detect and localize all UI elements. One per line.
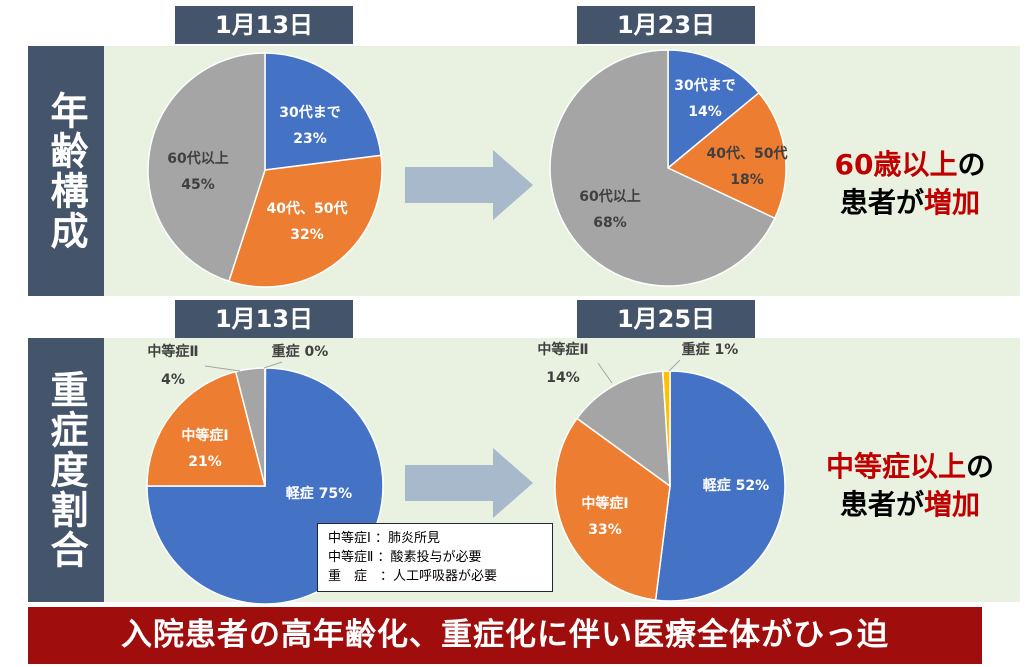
slice-value-label: 23% [293, 131, 327, 147]
legend-line-moderate1: 中等症Ⅰ ：肺炎所見 [328, 531, 440, 546]
slice-value-label: 68% [593, 215, 627, 231]
severity-arrow-icon [405, 448, 533, 518]
pie-slice [264, 52, 382, 171]
slice-category-label: 60代以上 [579, 188, 640, 205]
severity-side-label: 重症度割合 [28, 338, 104, 602]
slice-value-label: 4% [161, 372, 185, 388]
leader-line [263, 361, 283, 369]
slice-value-label: 33% [588, 522, 622, 538]
slice-category-label: 中等症Ⅱ [147, 343, 198, 360]
severity-conclusion-increase: 増加 [924, 488, 981, 521]
severity-legend-box: 中等症Ⅰ ：肺炎所見 中等症Ⅱ ：酸素投与が必要 重 症 ：人工呼吸器が必要 [317, 523, 553, 592]
slice-category-label: 中等症Ⅰ [181, 427, 228, 444]
leader-line [204, 365, 241, 372]
slice-category-label: 30代まで [674, 77, 735, 94]
legend-line-severe: 重 症 ：人工呼吸器が必要 [328, 569, 498, 584]
slice-category-label: 60代以上 [167, 150, 228, 167]
age-conclusion-subject: 患者が [839, 186, 924, 219]
slice-category-label: 30代まで [279, 104, 340, 121]
pie-slice [575, 370, 671, 488]
slice-value-label: 21% [188, 454, 222, 470]
slice-category-label: 中等症Ⅰ [581, 495, 628, 512]
slice-category-label: 軽症 52% [703, 477, 769, 494]
leader-line [668, 359, 681, 372]
pie-slice [227, 154, 383, 288]
severity-right-date: 1月25日 [577, 300, 755, 338]
severity-left-date: 1月13日 [175, 300, 353, 338]
slice-value-label: 18% [730, 172, 764, 188]
slice-category-label: 40代、50代 [267, 200, 348, 217]
pie-slice [667, 49, 760, 170]
severity-conclusion: 中等症以上の 患者が増加 [800, 448, 1020, 524]
pie-slice [549, 49, 776, 287]
legend-line-moderate2: 中等症Ⅱ ：酸素投与が必要 [328, 550, 482, 565]
slice-value-label: 14% [546, 370, 580, 386]
severity-conclusion-subject: 患者が [839, 488, 924, 521]
pie-slice [147, 52, 266, 283]
slice-value-label: 32% [290, 227, 324, 243]
pie-slice [654, 370, 786, 602]
leader-line [597, 362, 613, 384]
pie-slice [554, 417, 671, 601]
slice-category-label: 中等症Ⅱ [537, 341, 588, 358]
slice-value-label: 14% [688, 104, 722, 120]
slice-category-label: 40代、50代 [707, 145, 788, 162]
age-conclusion-highlight: 60歳以上 [834, 148, 958, 181]
slice-category-label: 重症 0% [272, 343, 329, 360]
slice-category-label: 軽症 75% [286, 485, 352, 502]
slice-category-label: 重症 1% [682, 341, 739, 358]
age-conclusion-particle: の [957, 148, 986, 181]
age-left-date: 1月13日 [175, 6, 353, 44]
severity-conclusion-particle: の [966, 450, 995, 483]
age-side-label: 年齢構成 [28, 46, 104, 296]
pie-slice [661, 370, 671, 487]
summary-banner: 入院患者の高年齢化、重症化に伴い医療全体がひっ迫 [28, 607, 982, 664]
age-conclusion: 60歳以上の 患者が増加 [800, 146, 1020, 222]
slice-value-label: 45% [181, 177, 215, 193]
age-conclusion-increase: 増加 [924, 186, 981, 219]
age-arrow-icon [405, 150, 533, 220]
severity-conclusion-highlight: 中等症以上 [825, 450, 966, 483]
pie-slice [146, 370, 266, 487]
age-right-date: 1月23日 [577, 6, 755, 44]
pie-slice [666, 91, 787, 220]
